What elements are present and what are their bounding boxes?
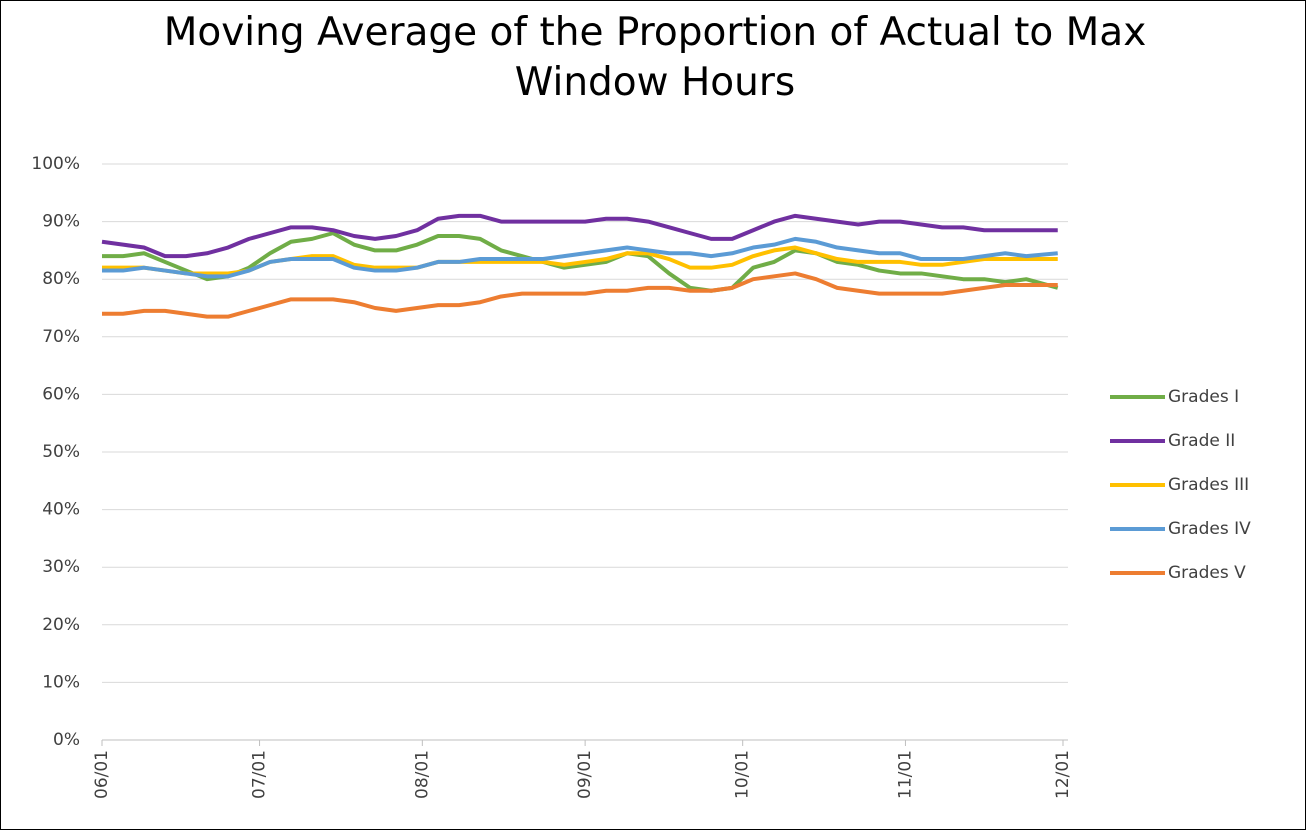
y-tick-label: 100%: [31, 154, 80, 174]
x-tick-label: 11/01: [895, 750, 915, 799]
series-line: [101, 213, 1058, 259]
x-tick-label: 07/01: [250, 750, 270, 799]
legend-label: Grade II: [1168, 431, 1235, 451]
series-line: [102, 231, 1059, 293]
legend-label: Grades IV: [1168, 519, 1251, 539]
x-tick-label: 06/01: [92, 750, 112, 799]
x-tick-label: 09/01: [575, 750, 595, 799]
x-tick-label: 08/01: [412, 750, 432, 799]
legend-label: Grades V: [1168, 563, 1246, 583]
x-tick-label: 10/01: [733, 750, 753, 799]
series-line: [102, 236, 1058, 279]
chart-title: Moving Average of the Proportion of Actu…: [163, 10, 1147, 105]
legend-label: Grades III: [1168, 475, 1249, 495]
legend-label: Grades I: [1168, 387, 1239, 407]
y-tick-label: 60%: [42, 384, 80, 404]
y-tick-label: 50%: [42, 442, 80, 462]
y-tick-label: 90%: [42, 212, 80, 232]
x-tick-label: 12/01: [1053, 750, 1073, 799]
y-tick-label: 20%: [42, 615, 80, 635]
y-tick-label: 40%: [42, 500, 80, 520]
y-tick-label: 70%: [42, 327, 80, 347]
y-tick-label: 0%: [53, 730, 80, 750]
y-tick-label: 10%: [42, 672, 80, 692]
y-tick-label: 30%: [42, 557, 80, 577]
series-line: [102, 271, 1058, 319]
y-tick-label: 80%: [42, 269, 80, 289]
